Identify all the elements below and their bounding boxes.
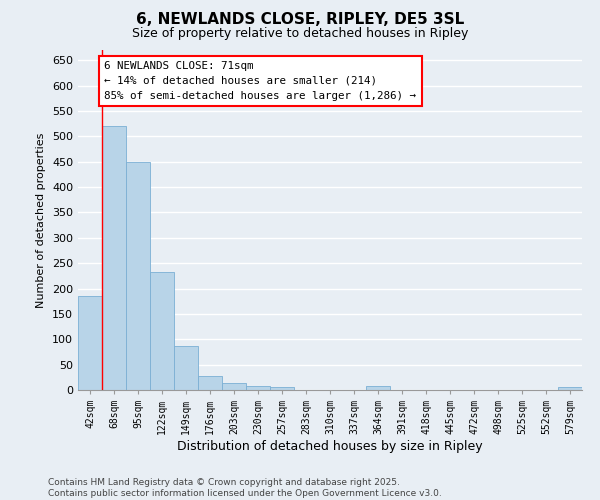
Bar <box>126 162 150 390</box>
Bar <box>198 376 222 390</box>
Text: Size of property relative to detached houses in Ripley: Size of property relative to detached ho… <box>132 28 468 40</box>
Bar <box>174 346 198 390</box>
Text: 6, NEWLANDS CLOSE, RIPLEY, DE5 3SL: 6, NEWLANDS CLOSE, RIPLEY, DE5 3SL <box>136 12 464 28</box>
Bar <box>150 272 174 390</box>
Y-axis label: Number of detached properties: Number of detached properties <box>37 132 46 308</box>
X-axis label: Distribution of detached houses by size in Ripley: Distribution of detached houses by size … <box>177 440 483 453</box>
Bar <box>366 386 390 390</box>
Bar <box>270 388 294 390</box>
Bar <box>102 126 126 390</box>
Bar <box>78 296 102 390</box>
Text: Contains HM Land Registry data © Crown copyright and database right 2025.
Contai: Contains HM Land Registry data © Crown c… <box>48 478 442 498</box>
Text: 6 NEWLANDS CLOSE: 71sqm
← 14% of detached houses are smaller (214)
85% of semi-d: 6 NEWLANDS CLOSE: 71sqm ← 14% of detache… <box>104 61 416 101</box>
Bar <box>246 386 270 390</box>
Bar <box>222 383 246 390</box>
Bar <box>558 388 582 390</box>
